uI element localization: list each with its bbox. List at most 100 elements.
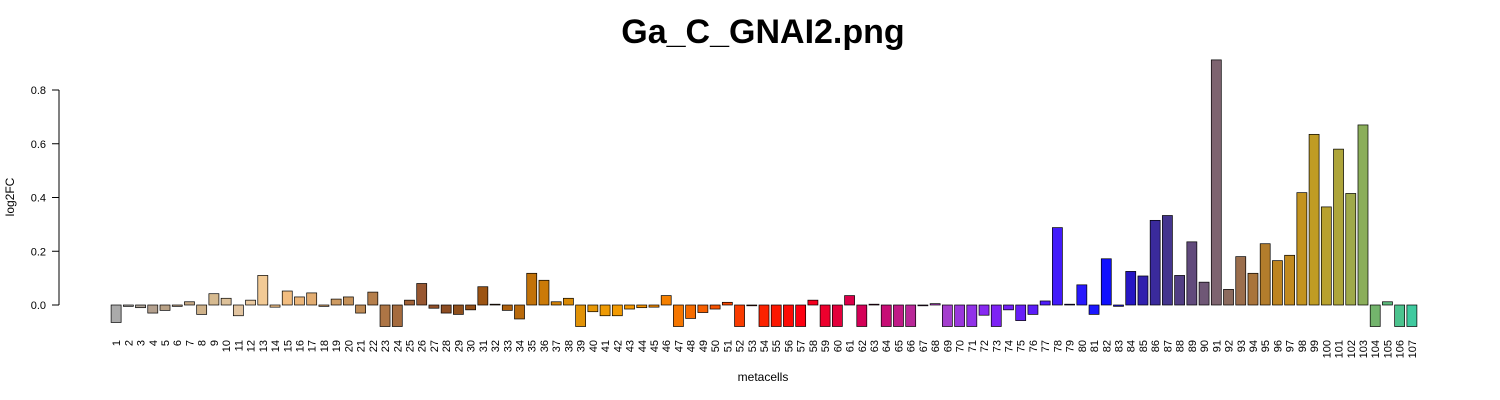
x-tick-label: 4	[148, 340, 160, 346]
x-tick-label: 1	[111, 340, 123, 346]
bar-metacell-105	[1382, 301, 1393, 306]
bar-metacell-42	[611, 304, 623, 317]
bar-metacell-14	[269, 304, 281, 308]
bar-metacell-10	[220, 297, 232, 306]
chart-title: Ga_C_GNAI2.png	[621, 13, 904, 51]
bar-metacell-30	[465, 304, 476, 311]
bar-metacell-40	[587, 304, 599, 313]
bar-metacell-74	[1003, 304, 1014, 311]
x-tick-label: 46	[661, 340, 673, 352]
bar-metacell-76	[1027, 304, 1039, 315]
x-tick-label: 42	[612, 340, 624, 352]
x-tick-label: 58	[808, 340, 820, 352]
x-tick-label: 61	[845, 340, 857, 352]
x-tick-label: 60	[832, 340, 844, 352]
bar-metacell-13	[257, 275, 269, 306]
bar-metacell-55	[770, 304, 782, 327]
x-tick-label: 25	[405, 340, 417, 352]
x-tick-label: 101	[1334, 340, 1346, 358]
x-tick-label: 16	[294, 340, 306, 352]
x-tick-label: 72	[979, 340, 991, 352]
x-tick-label: 89	[1187, 340, 1199, 352]
bar-metacell-4	[147, 304, 159, 314]
x-tick-label: 103	[1358, 340, 1370, 358]
bar-metacell-73	[990, 304, 1002, 327]
bars-group	[110, 59, 1418, 327]
x-tick-label: 34	[515, 340, 527, 352]
bar-metacell-52	[734, 304, 745, 327]
bar-metacell-99	[1308, 133, 1320, 306]
x-tick-label: 106	[1395, 340, 1407, 358]
bar-metacell-47	[673, 304, 684, 327]
x-tick-label: 33	[502, 340, 514, 352]
bar-metacell-48	[685, 304, 697, 319]
bar-metacell-39	[575, 304, 586, 327]
x-tick-label: 81	[1089, 340, 1101, 352]
x-tick-label: 11	[233, 340, 245, 351]
x-tick-label: 74	[1003, 340, 1015, 352]
bar-metacell-63	[868, 303, 880, 306]
x-tick-label: 44	[637, 340, 649, 352]
bar-metacell-18	[318, 304, 330, 307]
x-tick-labels: 1 2 3 4 5 6 7 8 9 10 11 12 13 14 15 16 17 18 19 20 21 22 23 24 2…	[111, 340, 1419, 358]
bar-metacell-67	[917, 304, 929, 307]
bar-metacell-23	[379, 304, 391, 327]
bar-metacell-53	[746, 304, 758, 307]
x-tick-label: 37	[551, 340, 563, 352]
x-tick-label: 86	[1150, 340, 1162, 352]
bar-metacell-77	[1039, 300, 1051, 306]
x-tick-label: 71	[967, 340, 979, 352]
bar-metacell-107	[1406, 304, 1418, 327]
x-tick-label: 22	[368, 340, 380, 352]
bar-metacell-20	[343, 296, 354, 306]
x-tick-label: 48	[686, 340, 698, 352]
bar-metacell-58	[807, 299, 819, 306]
x-tick-label: 43	[625, 340, 637, 352]
x-tick-label: 90	[1199, 340, 1211, 352]
bar-metacell-57	[795, 304, 807, 327]
bar-metacell-96	[1272, 260, 1283, 306]
x-tick-label: 99	[1309, 340, 1321, 352]
bar-metacell-69	[941, 304, 953, 327]
x-tick-label: 62	[857, 340, 869, 352]
bar-metacell-24	[391, 304, 403, 327]
bar-metacell-44	[636, 304, 648, 309]
bar-metacell-33	[501, 304, 513, 311]
bar-metacell-61	[844, 295, 855, 306]
x-tick-label: 76	[1028, 340, 1040, 352]
x-tick-label: 87	[1162, 340, 1174, 352]
x-tick-label: 79	[1065, 340, 1077, 352]
bar-metacell-32	[489, 303, 501, 306]
x-tick-label: 65	[893, 340, 905, 352]
bar-metacell-29	[453, 304, 464, 315]
bar-metacell-41	[599, 304, 611, 317]
x-tick-label: 56	[783, 340, 795, 352]
bar-metacell-1	[110, 304, 122, 323]
bar-metacell-6	[171, 304, 183, 307]
x-tick-label: 67	[918, 340, 930, 352]
bar-metacell-51	[721, 301, 733, 306]
x-tick-label: 30	[466, 340, 478, 352]
x-tick-label: 100	[1321, 340, 1333, 358]
x-tick-label: 104	[1370, 340, 1382, 358]
x-tick-label: 53	[747, 340, 759, 352]
bar-metacell-100	[1320, 206, 1332, 306]
bar-metacell-86	[1149, 219, 1161, 306]
x-tick-label: 97	[1285, 340, 1297, 352]
x-tick-label: 64	[881, 340, 893, 352]
x-tick-label: 73	[991, 340, 1003, 352]
y-tick-label: 0.0	[31, 300, 46, 312]
bar-metacell-97	[1284, 254, 1296, 306]
bar-metacell-19	[330, 298, 342, 306]
x-tick-label: 49	[698, 340, 710, 352]
x-tick-label: 39	[576, 340, 588, 352]
x-tick-label: 23	[380, 340, 392, 352]
x-tick-label: 55	[771, 340, 783, 352]
bar-metacell-62	[856, 304, 868, 327]
bar-metacell-22	[367, 291, 379, 306]
bar-metacell-17	[306, 292, 318, 306]
x-tick-label: 26	[417, 340, 429, 352]
x-tick-label: 32	[490, 340, 502, 352]
x-tick-label: 5	[160, 340, 172, 346]
y-tick-label: 0.8	[31, 85, 46, 97]
